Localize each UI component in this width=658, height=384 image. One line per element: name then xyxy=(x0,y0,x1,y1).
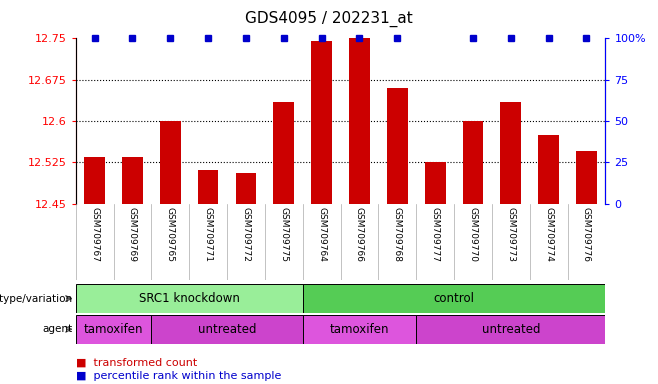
Text: GSM709767: GSM709767 xyxy=(90,207,99,262)
Text: agent: agent xyxy=(42,324,72,334)
Bar xyxy=(424,162,445,204)
Bar xyxy=(273,102,294,204)
Bar xyxy=(122,157,143,204)
Bar xyxy=(151,315,303,344)
Bar xyxy=(576,151,597,204)
Text: GSM709770: GSM709770 xyxy=(468,207,478,262)
Bar xyxy=(349,38,370,204)
Bar xyxy=(76,284,303,313)
Text: GSM709772: GSM709772 xyxy=(241,207,251,262)
Text: GSM709776: GSM709776 xyxy=(582,207,591,262)
Text: untreated: untreated xyxy=(482,323,540,336)
Text: tamoxifen: tamoxifen xyxy=(330,323,389,336)
Text: GSM709766: GSM709766 xyxy=(355,207,364,262)
Bar xyxy=(236,173,257,204)
Bar xyxy=(463,121,484,204)
Text: tamoxifen: tamoxifen xyxy=(84,323,143,336)
Text: GSM709773: GSM709773 xyxy=(506,207,515,262)
Bar xyxy=(416,315,605,344)
Text: SRC1 knockdown: SRC1 knockdown xyxy=(139,292,240,305)
Text: GSM709771: GSM709771 xyxy=(203,207,213,262)
Text: GSM709777: GSM709777 xyxy=(430,207,440,262)
Bar xyxy=(303,315,416,344)
Bar xyxy=(160,121,181,204)
Bar xyxy=(387,88,408,204)
Text: GSM709764: GSM709764 xyxy=(317,207,326,262)
Bar xyxy=(76,315,151,344)
Text: ■  percentile rank within the sample: ■ percentile rank within the sample xyxy=(76,371,281,381)
Text: GSM709774: GSM709774 xyxy=(544,207,553,262)
Bar xyxy=(538,135,559,204)
Bar xyxy=(311,41,332,204)
Bar xyxy=(84,157,105,204)
Text: control: control xyxy=(434,292,474,305)
Text: GSM709775: GSM709775 xyxy=(279,207,288,262)
Text: ■  transformed count: ■ transformed count xyxy=(76,358,197,368)
Text: GSM709769: GSM709769 xyxy=(128,207,137,262)
Text: GSM709768: GSM709768 xyxy=(393,207,402,262)
Bar xyxy=(197,170,218,204)
Text: GSM709765: GSM709765 xyxy=(166,207,175,262)
Text: untreated: untreated xyxy=(198,323,256,336)
Text: genotype/variation: genotype/variation xyxy=(0,293,72,304)
Text: GDS4095 / 202231_at: GDS4095 / 202231_at xyxy=(245,11,413,27)
Bar xyxy=(303,284,605,313)
Bar xyxy=(500,102,521,204)
